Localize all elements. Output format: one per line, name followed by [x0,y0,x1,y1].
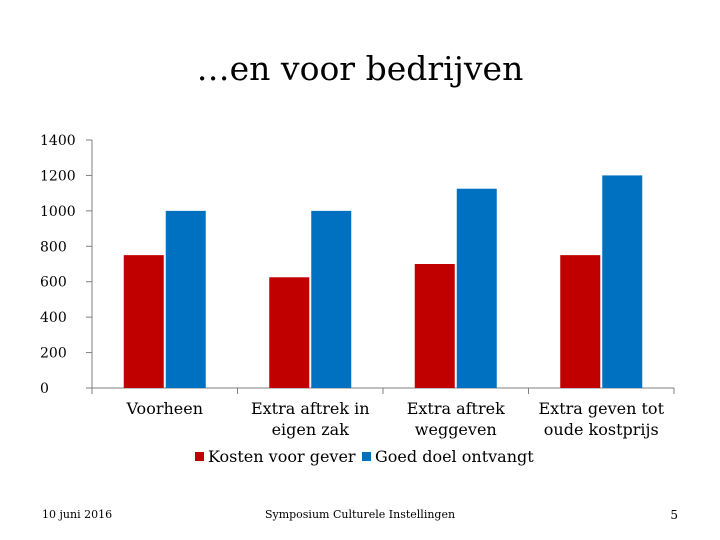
legend-label: Kosten voor gever [208,447,356,466]
slide-title: …en voor bedrijven [196,49,524,88]
bar-kosten-voor-gever [269,277,310,388]
x-category-label: Extra aftrek weggeven [407,399,505,439]
y-tick-label: 0 [40,381,49,397]
y-tick-label: 600 [40,275,67,291]
x-category-label: Voorheen [125,399,203,418]
legend-swatch [362,452,371,461]
y-tick-label: 400 [40,310,67,326]
bar-goed-doel-ontvangt [165,210,206,388]
footer-date: 10 juni 2016 [42,508,113,521]
y-tick-label: 200 [40,346,67,362]
bar-goed-doel-ontvangt [456,188,497,388]
bar-kosten-voor-gever [560,255,601,388]
bar-goed-doel-ontvangt [311,210,352,388]
bar-kosten-voor-gever [414,264,455,388]
bar-goed-doel-ontvangt [602,175,643,388]
y-tick-label: 1400 [40,133,76,149]
y-tick-label: 800 [40,239,67,255]
bar-kosten-voor-gever [123,255,164,388]
legend-label: Goed doel ontvangt [375,447,534,466]
y-tick-label: 1000 [40,204,76,220]
legend-swatch [195,452,204,461]
footer-center-text: Symposium Culturele Instellingen [264,508,456,521]
x-category-label: Extra aftrek in eigen zak [251,399,370,439]
y-tick-label: 1200 [40,168,76,184]
page-number: 5 [670,508,678,522]
x-category-label: Extra geven tot oude kostprijs [538,399,664,439]
